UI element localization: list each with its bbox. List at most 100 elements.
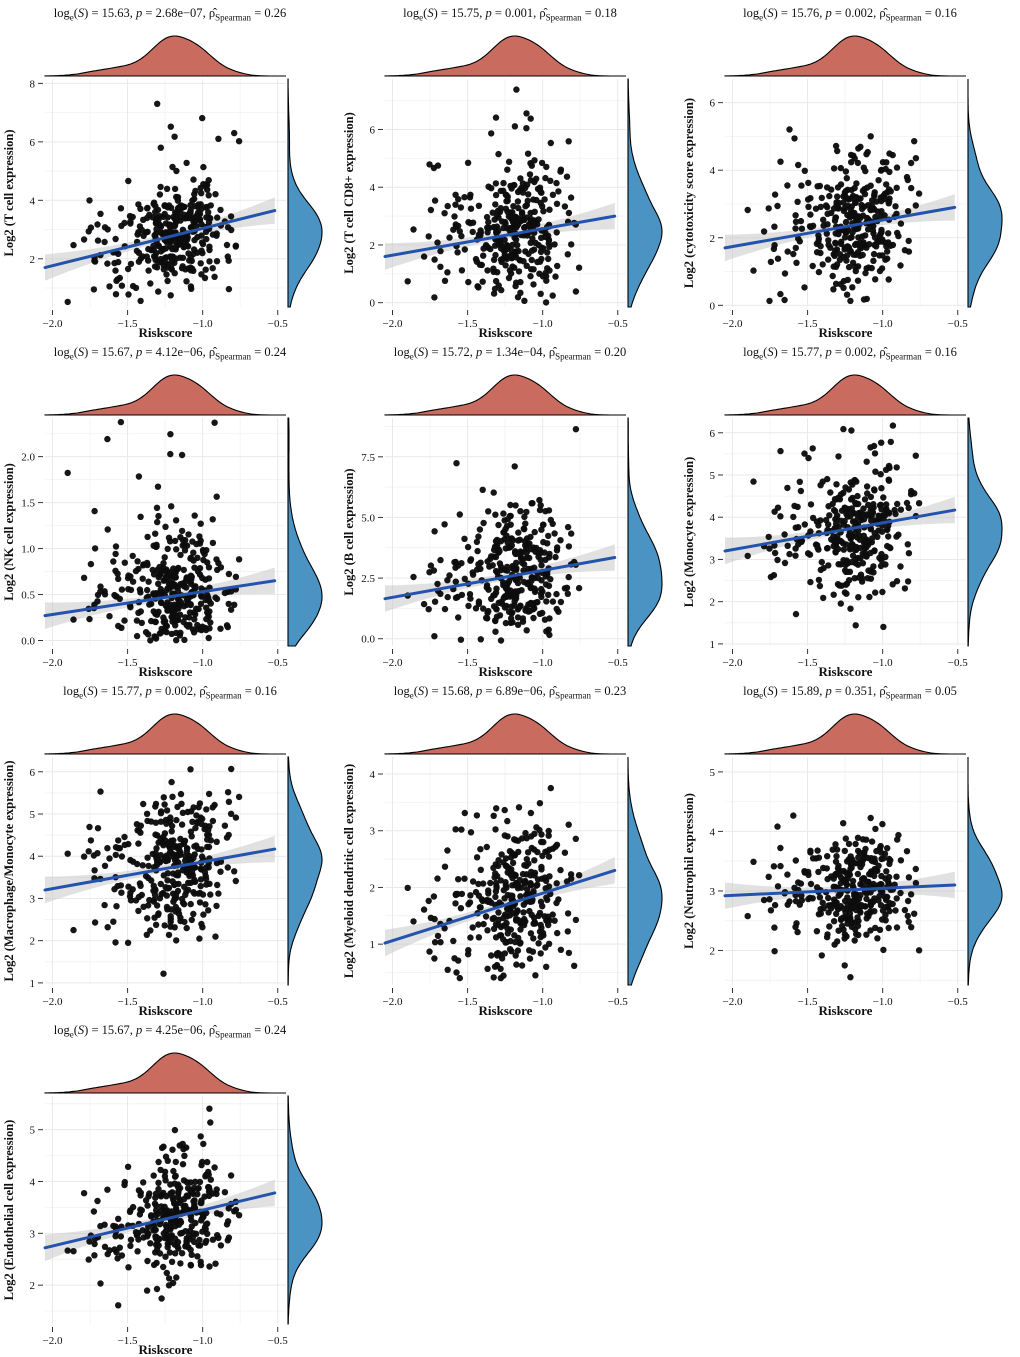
svg-text:6: 6	[30, 137, 36, 149]
svg-text:6: 6	[710, 98, 716, 110]
panel-t-cell: loge(S) = 15.63, p = 2.68e−07, ρ̂Spearma…	[0, 0, 340, 339]
panel-stats-title: loge(S) = 15.75, p = 0.001, ρ̂Spearman =…	[403, 6, 617, 23]
x-axis-label: Riskscore	[139, 325, 193, 339]
x-axis: −2.0 −1.5 −1.0 −0.5 Riskscore	[43, 310, 288, 339]
svg-text:2: 2	[710, 945, 716, 957]
log-label: log	[53, 6, 70, 20]
panel-myeloid-dendritic: loge(S) = 15.68, p = 6.89e−06, ρ̂Spearma…	[340, 678, 680, 1017]
log-label: log	[743, 6, 760, 20]
svg-text:−2.0: −2.0	[43, 318, 63, 330]
panel-stats-title: loge(S) = 15.72, p = 1.34e−04, ρ̂Spearma…	[393, 345, 627, 362]
svg-text:4: 4	[30, 851, 36, 863]
y-axis: 0 2 4 6 Log2 (T cell CD8+ expression)	[342, 112, 383, 310]
rho-hat-symbol: ρ̂	[208, 6, 216, 20]
S-symbol: S	[767, 345, 774, 359]
svg-text:5: 5	[710, 470, 716, 482]
logS-value: 15.67	[101, 1023, 130, 1037]
panel-stats-title: loge(S) = 15.67, p = 4.25e−06, ρ̂Spearma…	[53, 1023, 287, 1040]
logS-value: 15.77	[111, 684, 140, 698]
x-axis: −2.0 −1.5 −1.0 −0.5 Riskscore	[383, 310, 628, 339]
spearman-subscript: Spearman	[555, 690, 592, 701]
svg-text:−0.5: −0.5	[268, 996, 288, 1008]
y-axis-label: Log2 (NK cell expression)	[2, 463, 16, 601]
svg-text:6: 6	[710, 428, 716, 440]
p-value: 0.002	[845, 6, 874, 20]
y-axis-label: Log2 (Neutrophil expression)	[682, 793, 696, 949]
svg-text:−0.5: −0.5	[268, 318, 288, 330]
S-symbol: S	[767, 6, 774, 20]
p-value: 0.001	[505, 6, 534, 20]
svg-text:−2.0: −2.0	[43, 1335, 63, 1347]
panel-monocyte: loge(S) = 15.77, p = 0.002, ρ̂Spearman =…	[680, 339, 1020, 678]
svg-text:4: 4	[710, 826, 716, 838]
log-sub-e: e	[759, 690, 764, 701]
logS-value: 15.76	[791, 6, 820, 20]
svg-text:1: 1	[710, 639, 716, 651]
y-axis-label: Log2 (T cell expression)	[2, 130, 16, 257]
svg-text:0.0: 0.0	[21, 635, 35, 647]
panel-endothelial: loge(S) = 15.67, p = 4.25e−06, ρ̂Spearma…	[0, 1017, 340, 1356]
svg-text:−2.0: −2.0	[383, 657, 403, 669]
rho-hat-symbol: ρ̂	[879, 684, 886, 698]
spearman-subscript: Spearman	[885, 12, 922, 23]
x-axis: −2.0 −1.5 −1.0 −0.5 Riskscore	[43, 988, 288, 1017]
y-axis-label: Log2 (Myeloid dendritic cell expression)	[342, 764, 356, 978]
gridlines	[45, 418, 286, 646]
S-symbol: S	[77, 6, 85, 20]
svg-text:−1.5: −1.5	[798, 657, 818, 669]
p-value: 4.12e−06	[155, 345, 203, 359]
svg-text:6: 6	[370, 125, 376, 137]
log-sub-e: e	[419, 12, 424, 23]
S-symbol: S	[417, 345, 425, 359]
p-value: 0.002	[845, 345, 874, 359]
x-axis-label: Riskscore	[139, 664, 193, 678]
right-density	[627, 417, 663, 647]
svg-text:−1.5: −1.5	[458, 318, 478, 330]
regression-line	[43, 579, 277, 618]
svg-text:1.5: 1.5	[21, 498, 35, 510]
right-density	[967, 417, 1003, 647]
S-symbol: S	[767, 684, 774, 698]
svg-text:5: 5	[30, 1125, 36, 1137]
svg-text:0: 0	[370, 298, 376, 310]
top-density	[44, 35, 286, 77]
svg-text:−2.0: −2.0	[383, 318, 403, 330]
svg-text:5: 5	[30, 809, 36, 821]
svg-text:−1.0: −1.0	[873, 657, 893, 669]
x-axis-label: Riskscore	[139, 1003, 193, 1017]
x-axis-label: Riskscore	[479, 1003, 533, 1017]
panel-stats-title: loge(S) = 15.89, p = 0.351, ρ̂Spearman =…	[743, 684, 957, 701]
x-axis-label: Riskscore	[479, 325, 533, 339]
svg-text:−1.5: −1.5	[798, 996, 818, 1008]
right-density	[627, 757, 663, 986]
log-sub-e: e	[79, 690, 84, 701]
svg-text:3: 3	[370, 826, 376, 838]
regression-line	[723, 883, 957, 898]
x-axis-label: Riskscore	[819, 1003, 873, 1017]
rho-hat-symbol: ρ̂	[879, 345, 886, 359]
svg-text:4: 4	[710, 512, 716, 524]
joint-scatter-plot: −2.0 −1.5 −1.0 −0.5 Riskscore 2 4 6 8 Log2 (T cel…	[2, 35, 323, 339]
scatter-points	[64, 418, 243, 644]
log-sub-e: e	[409, 351, 414, 362]
spearman-subscript: Spearman	[215, 351, 252, 362]
rho-hat-symbol: ρ̂	[199, 684, 206, 698]
svg-text:6: 6	[30, 767, 36, 779]
svg-text:−2.0: −2.0	[43, 657, 63, 669]
svg-text:0: 0	[710, 300, 716, 312]
y-axis: 1 2 3 4 Log2 (Myeloid dendritic cell express…	[342, 764, 383, 978]
svg-text:5.0: 5.0	[361, 512, 375, 524]
svg-text:2.0: 2.0	[21, 452, 35, 464]
S-symbol: S	[77, 1023, 85, 1037]
rho-hat-symbol: ρ̂	[879, 6, 886, 20]
logS-value: 15.68	[441, 684, 470, 698]
logS-value: 15.89	[791, 684, 820, 698]
x-axis: −2.0 −1.5 −1.0 −0.5 Riskscore	[43, 649, 288, 678]
regression-line	[383, 555, 617, 601]
y-axis: 1 2 3 4 5 6 Log2 (Macrophage/Monocyte expressi…	[2, 760, 43, 990]
rho-value: 0.18	[594, 6, 617, 20]
y-axis: 2 3 4 5 Log2 (Neutrophil expression)	[682, 767, 723, 957]
svg-text:−1.5: −1.5	[118, 996, 138, 1008]
p-symbol: p	[136, 345, 143, 359]
svg-text:−0.5: −0.5	[948, 657, 968, 669]
